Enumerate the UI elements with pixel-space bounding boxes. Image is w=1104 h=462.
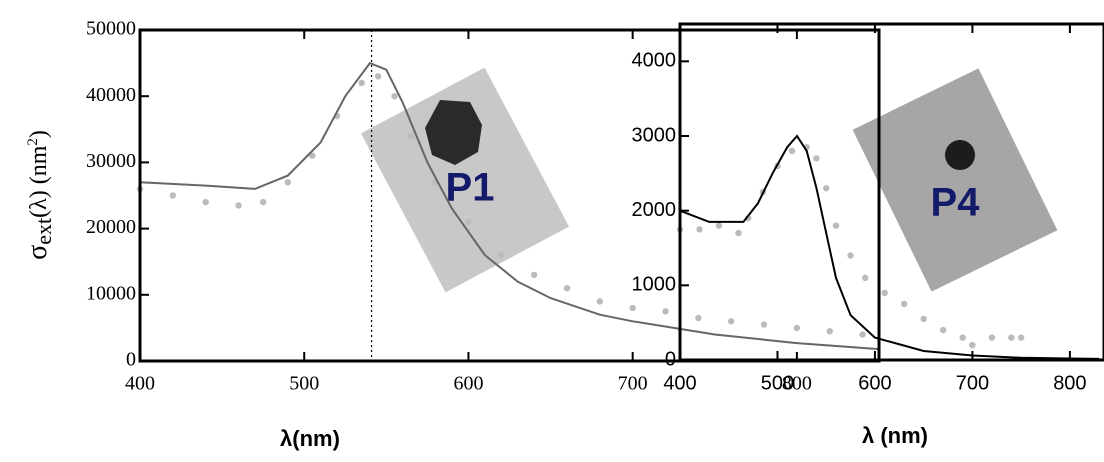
y-tick-label: 0 bbox=[126, 349, 136, 371]
data-point bbox=[596, 298, 604, 305]
data-point bbox=[1017, 334, 1025, 341]
data-point bbox=[900, 300, 908, 308]
x-tick-label: 600 bbox=[453, 373, 483, 395]
x-tick-label: 600 bbox=[858, 372, 891, 394]
data-point bbox=[235, 202, 242, 209]
data-point bbox=[881, 289, 888, 296]
y-axis-label-part: ) bbox=[26, 130, 52, 138]
data-point bbox=[465, 218, 472, 226]
data-point bbox=[715, 222, 723, 229]
data-point bbox=[826, 328, 833, 335]
data-point bbox=[407, 132, 415, 140]
data-point bbox=[696, 226, 703, 233]
x-tick-label: 700 bbox=[618, 373, 648, 395]
model-line bbox=[679, 134, 1100, 360]
data-point bbox=[284, 179, 291, 186]
y-tick-label: 2000 bbox=[632, 199, 677, 221]
data-point bbox=[988, 334, 996, 341]
data-point bbox=[695, 314, 702, 322]
data-point bbox=[358, 79, 365, 87]
y-axis-label-part: σ bbox=[22, 245, 53, 260]
x-tick-label: 500 bbox=[289, 373, 319, 395]
x-tick-label: 400 bbox=[125, 373, 155, 395]
x-tick-label: 500 bbox=[761, 372, 794, 394]
inset-label: P1 bbox=[446, 166, 495, 210]
y-tick-label: 30000 bbox=[86, 150, 136, 172]
x-axis-label: λ (nm) bbox=[862, 423, 928, 448]
inset-image bbox=[360, 67, 1058, 293]
y-tick-label: 0 bbox=[665, 348, 676, 370]
data-point bbox=[832, 222, 840, 229]
data-point bbox=[861, 274, 869, 282]
y-tick-label: 1000 bbox=[632, 274, 677, 296]
y-tick-label: 40000 bbox=[86, 84, 136, 106]
data-point bbox=[259, 198, 267, 206]
x-tick-label: 800 bbox=[782, 373, 812, 395]
x-tick-label: 700 bbox=[956, 372, 989, 394]
y-axis-label: σext(λ) (nm2) bbox=[22, 130, 55, 260]
data-point bbox=[939, 326, 947, 334]
y-axis-label-part: 2 bbox=[25, 138, 41, 146]
data-point bbox=[760, 321, 768, 328]
data-point bbox=[629, 304, 636, 312]
data-point bbox=[374, 73, 382, 80]
data-point bbox=[1008, 334, 1015, 341]
data-point bbox=[309, 152, 316, 159]
data-point bbox=[530, 271, 538, 279]
data-point bbox=[728, 318, 735, 325]
x-axis-label: λ(nm) bbox=[280, 426, 340, 451]
y-tick-label: 10000 bbox=[86, 282, 136, 304]
y-axis-label-part: (λ) (nm bbox=[26, 145, 52, 218]
data-point bbox=[847, 252, 854, 259]
inset-label: P4 bbox=[931, 181, 981, 225]
y-axis-label-part: ext bbox=[31, 218, 56, 245]
data-point bbox=[788, 147, 796, 155]
data-point bbox=[813, 155, 820, 162]
data-point bbox=[563, 284, 571, 292]
data-point bbox=[793, 324, 801, 332]
data-point bbox=[169, 192, 177, 199]
model-line bbox=[139, 61, 880, 351]
x-tick-label: 800 bbox=[1053, 372, 1086, 394]
plot-frame bbox=[678, 22, 1104, 362]
data-point bbox=[823, 185, 830, 192]
y-tick-label: 50000 bbox=[86, 18, 136, 40]
data-point bbox=[498, 251, 505, 259]
x-tick-label: 400 bbox=[663, 372, 696, 394]
data-point bbox=[920, 315, 927, 323]
data-point bbox=[859, 331, 866, 338]
data-point bbox=[202, 198, 209, 206]
y-tick-label: 4000 bbox=[632, 50, 677, 72]
data-point bbox=[735, 229, 742, 237]
y-tick-label: 3000 bbox=[632, 124, 677, 146]
data-point bbox=[959, 334, 966, 341]
y-tick-label: 20000 bbox=[86, 216, 136, 238]
data-point bbox=[662, 308, 669, 315]
data-point bbox=[391, 93, 398, 100]
plot-frame bbox=[138, 28, 881, 363]
data-point bbox=[969, 341, 976, 349]
